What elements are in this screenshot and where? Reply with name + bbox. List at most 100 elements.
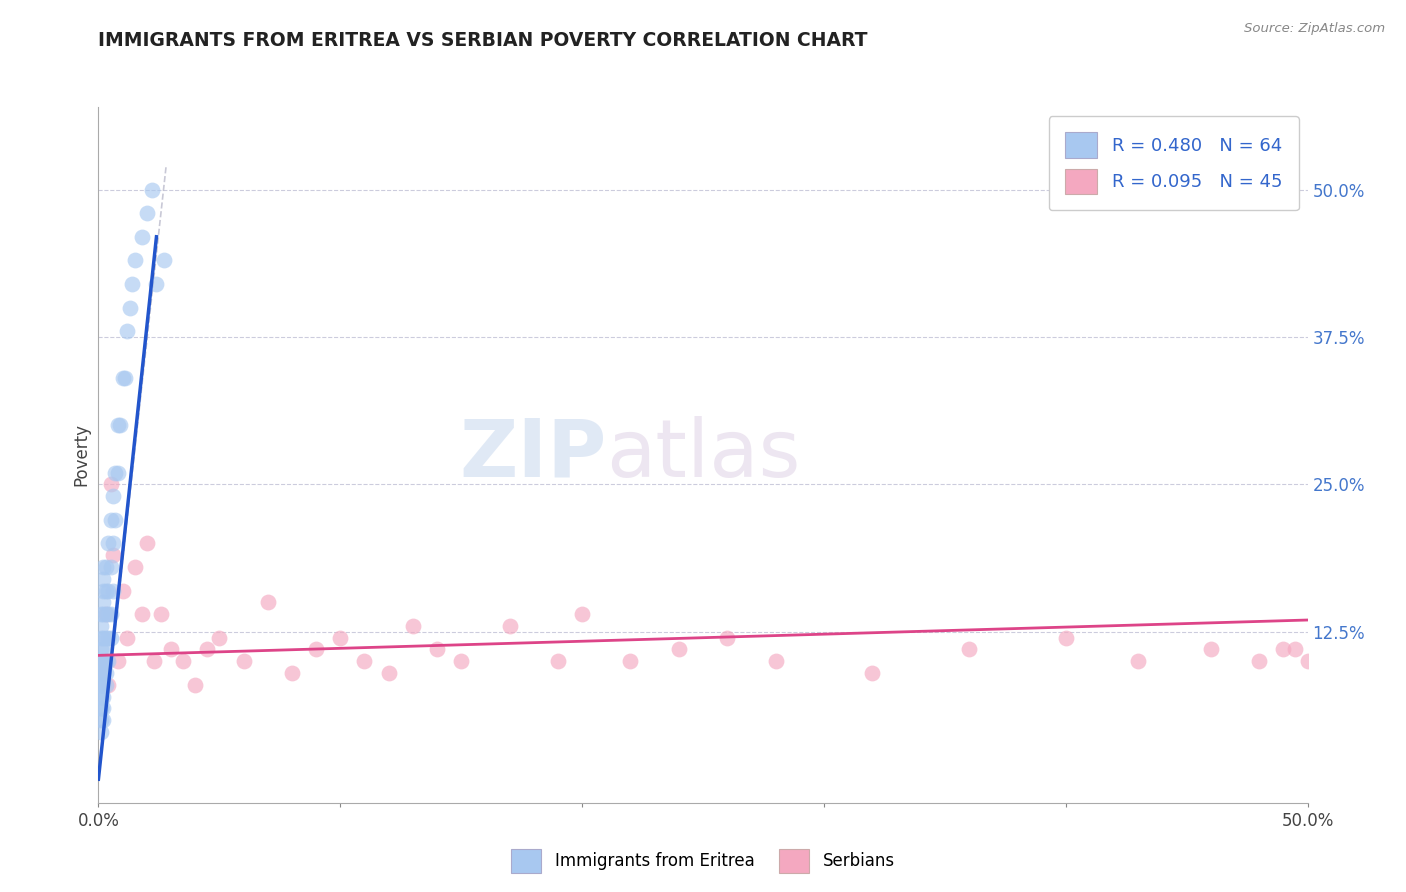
Point <box>716 631 738 645</box>
Point <box>118 301 141 315</box>
Point <box>101 489 124 503</box>
Point <box>91 631 114 645</box>
Text: ZIP: ZIP <box>458 416 606 494</box>
Point <box>131 229 153 244</box>
Point <box>426 642 449 657</box>
Point <box>90 642 112 657</box>
Point <box>100 607 122 621</box>
Point <box>90 619 112 633</box>
Point <box>90 654 112 668</box>
Point <box>104 466 127 480</box>
Point <box>256 595 278 609</box>
Point <box>765 654 787 668</box>
Text: IMMIGRANTS FROM ERITREA VS SERBIAN POVERTY CORRELATION CHART: IMMIGRANTS FROM ERITREA VS SERBIAN POVER… <box>98 31 868 50</box>
Point <box>172 654 194 668</box>
Point <box>91 654 114 668</box>
Point <box>377 666 399 681</box>
Point <box>131 607 153 621</box>
Point <box>108 418 131 433</box>
Point <box>97 583 120 598</box>
Point <box>1054 631 1077 645</box>
Point <box>94 560 117 574</box>
Point <box>90 654 112 668</box>
Point <box>90 713 112 727</box>
Point <box>91 713 114 727</box>
Point <box>135 206 157 220</box>
Text: atlas: atlas <box>606 416 800 494</box>
Point <box>114 371 136 385</box>
Point <box>94 654 117 668</box>
Point <box>90 690 112 704</box>
Point <box>91 607 114 621</box>
Point <box>208 631 231 645</box>
Point <box>141 183 163 197</box>
Point <box>860 666 883 681</box>
Point <box>111 583 134 598</box>
Point <box>100 477 122 491</box>
Point <box>571 607 593 621</box>
Point <box>94 607 117 621</box>
Point <box>121 277 143 291</box>
Point <box>195 642 218 657</box>
Point <box>97 654 120 668</box>
Point <box>1272 642 1295 657</box>
Point <box>94 583 117 598</box>
Point <box>957 642 980 657</box>
Text: Source: ZipAtlas.com: Source: ZipAtlas.com <box>1244 22 1385 36</box>
Point <box>107 466 129 480</box>
Point <box>232 654 254 668</box>
Point <box>91 572 114 586</box>
Point <box>91 642 114 657</box>
Point <box>107 418 129 433</box>
Point <box>91 701 114 715</box>
Point <box>1128 654 1150 668</box>
Point <box>402 619 425 633</box>
Point <box>152 253 174 268</box>
Point <box>97 536 120 550</box>
Point <box>101 548 124 562</box>
Point <box>619 654 641 668</box>
Legend: Immigrants from Eritrea, Serbians: Immigrants from Eritrea, Serbians <box>505 842 901 880</box>
Point <box>100 560 122 574</box>
Point <box>101 536 124 550</box>
Point <box>90 654 112 668</box>
Point <box>101 583 124 598</box>
Point <box>97 607 120 621</box>
Legend: R = 0.480   N = 64, R = 0.095   N = 45: R = 0.480 N = 64, R = 0.095 N = 45 <box>1049 116 1299 211</box>
Point <box>281 666 304 681</box>
Point <box>90 678 112 692</box>
Point <box>91 690 114 704</box>
Point <box>91 678 114 692</box>
Point <box>547 654 569 668</box>
Point <box>100 513 122 527</box>
Point <box>450 654 472 668</box>
Point <box>91 666 114 681</box>
Point <box>145 277 167 291</box>
Point <box>329 631 352 645</box>
Point <box>135 536 157 550</box>
Point <box>90 631 112 645</box>
Point <box>124 253 146 268</box>
Point <box>100 631 122 645</box>
Point <box>117 631 139 645</box>
Point <box>305 642 328 657</box>
Point <box>117 324 139 338</box>
Y-axis label: Poverty: Poverty <box>72 424 90 486</box>
Point <box>90 701 112 715</box>
Point <box>104 513 127 527</box>
Point <box>90 678 112 692</box>
Point <box>1284 642 1306 657</box>
Point <box>97 631 120 645</box>
Point <box>353 654 375 668</box>
Point <box>143 654 166 668</box>
Point <box>91 595 114 609</box>
Point <box>160 642 183 657</box>
Point <box>90 725 112 739</box>
Point <box>1296 654 1319 668</box>
Point <box>94 678 117 692</box>
Point <box>1249 654 1271 668</box>
Point <box>498 619 520 633</box>
Point <box>1199 642 1222 657</box>
Point <box>111 371 134 385</box>
Point <box>150 607 173 621</box>
